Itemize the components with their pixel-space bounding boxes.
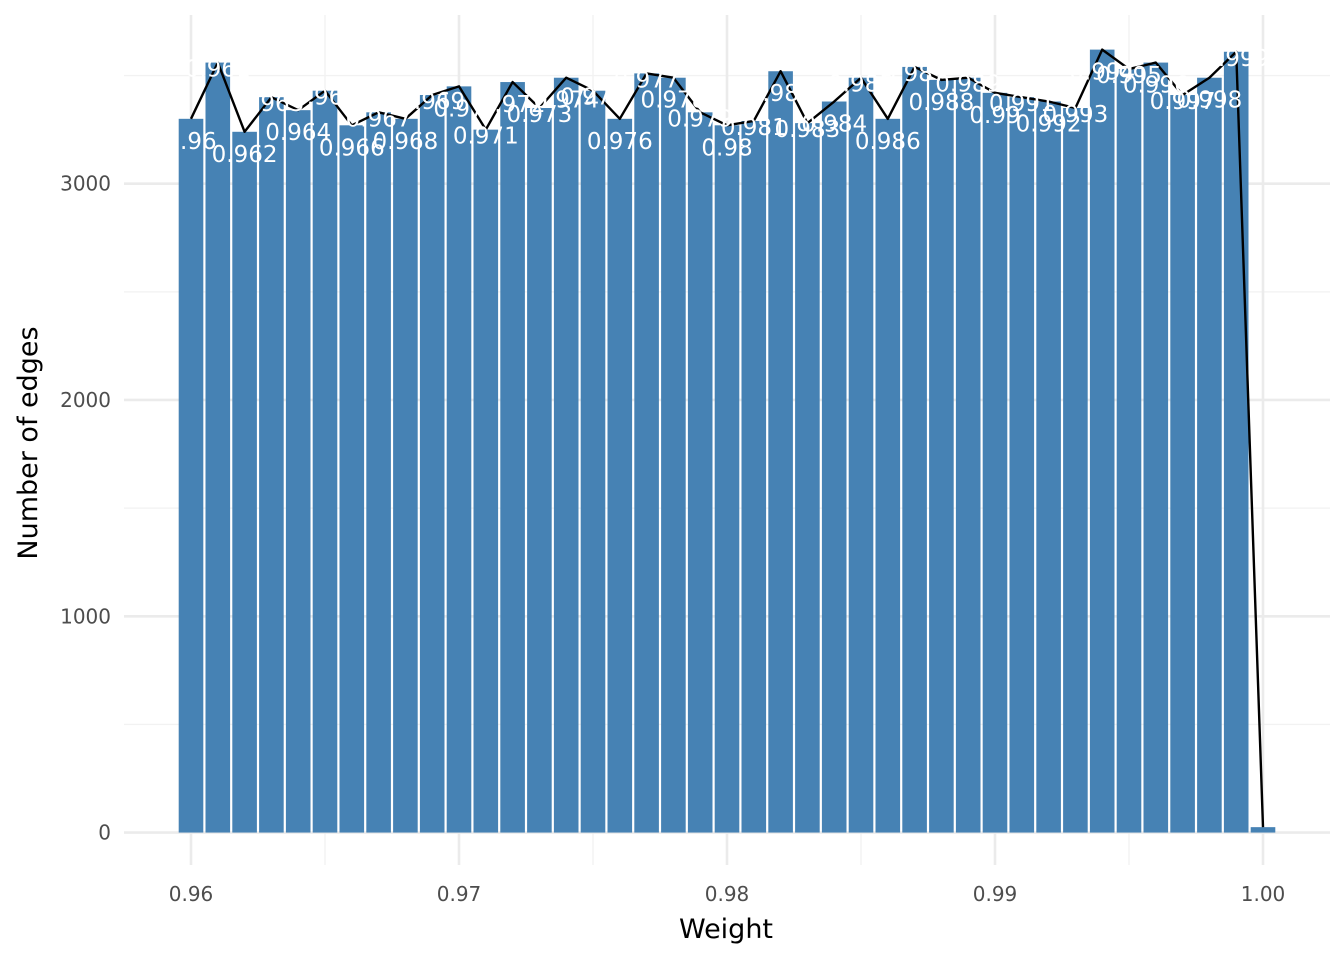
histogram-bar [339,125,365,833]
count-line [189,48,1265,828]
y-axis-title: Number of edges [13,326,44,559]
histogram-bar [1170,95,1195,833]
histogram-bar [500,82,525,833]
bar-layer [178,49,1276,833]
bar-value-label: 0.979 [667,106,733,132]
bar-value-label: 0.992 [1016,112,1082,138]
bar-value-label: 0.982 [748,81,814,107]
histogram-bar [634,73,659,833]
histogram-bar [553,77,579,833]
histogram-bar [419,95,445,833]
histogram-bar [473,129,499,833]
histogram-bar [982,92,1008,833]
y-tick-label: 1000 [60,604,111,628]
bar-value-label: 0.995 [1096,63,1162,89]
bar-value-label: 0.966 [319,135,385,161]
histogram-bar [661,77,686,833]
histogram-bar [366,112,391,833]
bar-value-label: 0.963 [238,91,304,117]
bar-value-label: 0.968 [372,129,438,155]
histogram-bar [1089,49,1115,833]
histogram-bar [205,62,231,833]
bar-value-label: 0.994 [1069,60,1135,86]
bar-value-label: 0.993 [1042,102,1108,128]
bar-value-label: 0.964 [265,120,331,146]
bar-value-label: 0.986 [855,129,921,155]
bar-value-label: 0.984 [801,112,867,138]
bar-value-label: 0.988 [908,90,974,116]
y-tick-label: 2000 [60,388,111,412]
histogram-bar [848,77,874,833]
histogram-bar [821,101,847,833]
y-tick-label: 3000 [60,172,111,196]
histogram-bar [259,97,284,833]
bar-value-label: 0.965 [292,85,358,111]
histogram-bar [955,77,981,833]
histogram-bar [607,118,633,833]
histogram-bar [1116,69,1142,833]
histogram-bar [902,66,927,833]
bar-value-label: 0.997 [1150,89,1216,115]
histogram-bar [312,90,338,833]
bar-value-label: 0.989 [935,72,1001,98]
histogram-bar [1063,108,1088,833]
bar-label-layer: 0.960.9610.9620.9630.9640.9650.9660.9670… [165,46,1269,168]
x-tick-label: 0.99 [973,882,1018,906]
line-layer [189,48,1265,828]
bar-value-label: 0.976 [587,129,653,155]
histogram-bar [393,118,418,833]
bar-value-label: 0.998 [1176,88,1242,114]
histogram-bar [446,86,472,833]
histogram-bar [1223,51,1249,833]
histogram-bar [795,123,820,833]
histogram-bar [527,108,552,833]
x-tick-label: 0.98 [705,882,750,906]
bar-value-label: 0.999 [1203,46,1269,72]
bar-value-label: 0.987 [882,61,948,87]
bar-value-label: 0.996 [1123,73,1189,99]
bar-value-label: 0.975 [560,85,626,111]
x-tick-label: 0.97 [437,882,482,906]
histogram-bar [929,79,954,833]
x-tick-label: 1.00 [1241,882,1286,906]
histogram-bar [875,118,901,833]
bar-value-label: 0.974 [533,88,599,114]
histogram-bar [768,71,793,833]
histogram-bar [714,125,740,833]
histogram-bar [741,120,767,833]
histogram-bar [1250,827,1276,833]
bar-value-label: 0.97 [433,96,484,122]
bar-value-label: 0.969 [399,89,465,115]
bar-value-label: 0.962 [212,142,278,168]
bar-value-label: 0.972 [480,92,546,118]
x-tick-label: 0.96 [169,882,214,906]
bar-value-label: 0.973 [506,102,572,128]
histogram-bar [1197,77,1222,833]
histogram-bar [580,90,606,833]
bar-value-label: 0.981 [721,115,787,141]
bar-value-label: 0.98 [701,135,752,161]
bar-value-label: 0.967 [346,106,412,132]
bar-value-label: 0.96 [165,129,216,155]
histogram-bar [232,131,257,833]
histogram-bar [285,110,311,833]
histogram-bar [1009,97,1035,833]
bar-value-label: 0.961 [185,57,251,83]
bar-value-label: 0.971 [453,124,519,150]
histogram-bar [178,118,204,833]
bar-value-label: 0.991 [989,91,1055,117]
tick-label-layer: 0.96 0.97 0.98 0.99 1.00 0 1000 2000 3000 [60,172,1285,906]
x-axis-title: Weight [679,914,773,945]
histogram-bar [1143,62,1169,833]
y-tick-label: 0 [98,821,111,845]
histogram-bar [687,112,713,833]
bar-value-label: 0.977 [614,67,680,93]
bar-value-label: 0.978 [640,88,706,114]
bar-value-label: 0.985 [828,72,894,98]
bar-value-label: 0.983 [774,117,840,143]
bar-value-label: 0.99 [969,103,1020,129]
histogram-bar [1036,101,1061,833]
